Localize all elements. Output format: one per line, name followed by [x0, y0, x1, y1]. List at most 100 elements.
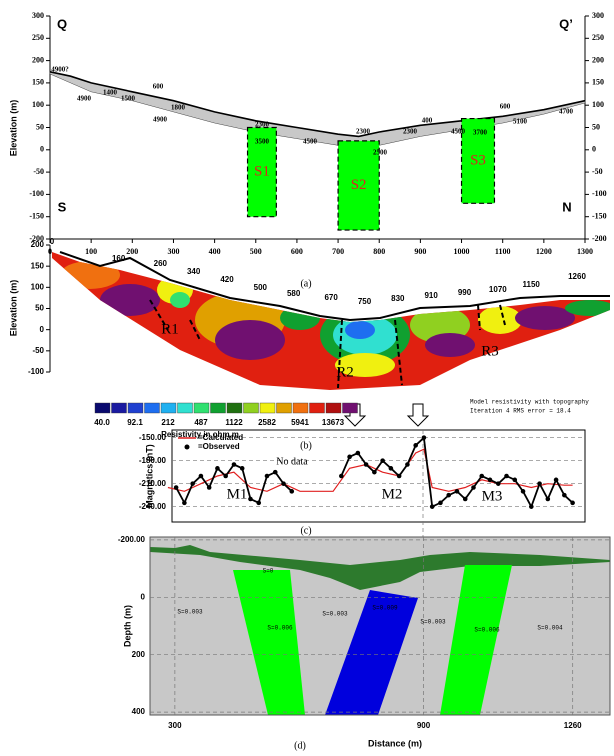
data-point [570, 500, 575, 506]
data-point [520, 489, 526, 494]
x-tick-label: 1000 [454, 247, 470, 256]
y-tick-label: 150 [32, 78, 44, 87]
data-point [405, 462, 410, 467]
y-tick-label: -150.00 [139, 433, 167, 442]
colorbar-swatch [309, 402, 325, 414]
y-tick-label: 100 [31, 282, 45, 291]
electrode-label: 260 [154, 259, 168, 268]
colorbar-swatch [127, 402, 144, 414]
electrode-label: 750 [358, 297, 372, 306]
annotation: S=0.009 [372, 605, 398, 612]
data-point [562, 492, 567, 498]
legend-label: =Observed [198, 442, 240, 451]
annotation: S=0.006 [267, 625, 293, 632]
corner-label: Q’ [559, 16, 573, 31]
y-tick-label: -150 [29, 212, 44, 221]
y-tick-label: -200.00 [118, 535, 146, 544]
colorbar-swatch [210, 402, 226, 414]
data-point [545, 496, 551, 502]
caption: (b) [300, 440, 312, 451]
annotation: S=0.003 [420, 619, 446, 626]
y2-tick-label: -200 [592, 234, 607, 243]
colorbar-swatch [144, 402, 160, 414]
annotation: 4500 [303, 138, 318, 146]
data-point [264, 473, 270, 479]
colorbar-label: 1122 [225, 418, 243, 427]
data-point [462, 496, 468, 502]
annotation: 2300 [403, 128, 418, 136]
colorbar-swatch [325, 402, 342, 414]
x-tick-label: 200 [126, 247, 138, 256]
corner-label: N [562, 199, 571, 214]
block [337, 140, 380, 231]
region-label: R1 [161, 321, 179, 337]
plot-frame [149, 536, 611, 716]
annotation: 400 [422, 117, 433, 125]
block-label: S2 [351, 177, 367, 193]
annotation: 4900 [77, 95, 92, 103]
annotation: 3700 [473, 129, 488, 137]
data-point [248, 496, 253, 502]
electrode-label: 910 [424, 291, 438, 300]
y-axis-label: Depth (m) [122, 605, 132, 647]
surface-layer [150, 545, 610, 590]
caption: (c) [300, 525, 311, 536]
annotation: 2500 [373, 149, 388, 157]
data-point [206, 485, 212, 490]
colorbar-swatch [342, 402, 358, 414]
data-point [198, 473, 204, 479]
data-point [339, 473, 344, 479]
x-tick-label: 500 [250, 247, 262, 256]
y2-tick-label: 300 [592, 11, 604, 20]
data-point [512, 477, 518, 483]
data-point [223, 473, 228, 479]
region-label: R3 [481, 343, 499, 359]
data-point [553, 477, 559, 483]
data-point [231, 462, 237, 467]
annotation: 3500 [255, 138, 270, 146]
data-point [429, 504, 435, 509]
electrode-label: 670 [324, 293, 338, 302]
data-point [495, 481, 501, 486]
block-label: S3 [470, 152, 486, 168]
block-label: S1 [254, 164, 270, 180]
data-point [173, 485, 179, 490]
y-tick-label: 150 [31, 261, 45, 270]
y2-tick-label: -50 [592, 167, 603, 176]
annotation: 1400 [103, 89, 118, 97]
x-axis-label: Distance (m) [368, 738, 422, 748]
data-point [289, 489, 295, 494]
data-point [537, 481, 542, 486]
x-tick-label: 900 [417, 721, 431, 730]
y-tick-label: -100 [28, 367, 45, 376]
annotation: 1800 [171, 104, 186, 112]
y-tick-label: 0 [40, 145, 44, 154]
data-point [182, 500, 187, 506]
x-tick-label: 700 [332, 247, 344, 256]
colorbar-title: Resistivity in ohm.m [161, 430, 239, 439]
y-tick-label: 300 [32, 11, 44, 20]
annotation: 4900 [153, 116, 168, 124]
corner-label: Q [57, 16, 67, 31]
body [325, 590, 418, 715]
data-point [454, 489, 460, 494]
y2-tick-label: 200 [592, 55, 604, 64]
annotation: 2300 [356, 128, 371, 136]
annotation: 4900? [51, 66, 69, 74]
region-boundary [149, 299, 506, 389]
y-axis-label: Elevation (m) [8, 280, 18, 337]
corner-label: S [58, 199, 67, 214]
y-tick-label: 200 [31, 240, 45, 249]
electrode-label: 580 [287, 289, 301, 298]
data-point [256, 500, 262, 506]
data-point [396, 473, 402, 479]
x-tick-label: 900 [414, 247, 426, 256]
data-point [281, 481, 286, 486]
y-tick-label: -200 [29, 234, 44, 243]
colorbar-label: 487 [194, 418, 208, 427]
y-tick-label: -240.00 [139, 502, 167, 511]
electrode-label: 1260 [568, 272, 586, 281]
colorbar-swatch [226, 402, 243, 414]
x-tick-label: 100 [85, 247, 97, 256]
colorbar-label: 2582 [258, 418, 276, 427]
